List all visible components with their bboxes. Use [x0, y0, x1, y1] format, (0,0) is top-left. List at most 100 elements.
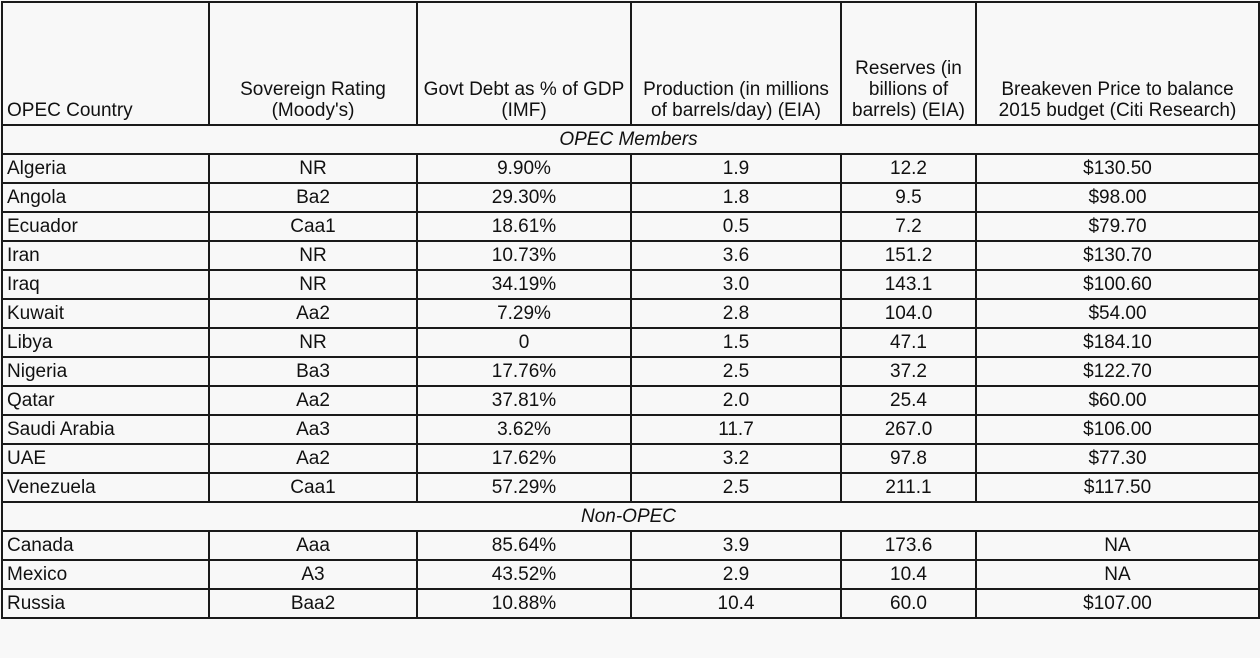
cell-reserves: 47.1 [840, 327, 977, 358]
cell-breakeven-price: $54.00 [975, 298, 1260, 329]
cell-country: Mexico [1, 559, 210, 590]
cell-reserves: 25.4 [840, 385, 977, 416]
cell-sovereign-rating: Baa2 [208, 588, 418, 619]
cell-sovereign-rating: Aa3 [208, 414, 418, 445]
cell-govt-debt: 10.73% [416, 240, 632, 271]
table-row: Iran NR 10.73% 3.6 151.2 $130.70 [1, 240, 1260, 271]
cell-govt-debt: 17.76% [416, 356, 632, 387]
cell-breakeven-price: $184.10 [975, 327, 1260, 358]
cell-govt-debt: 10.88% [416, 588, 632, 619]
header-production: Production (in millions of barrels/day) … [630, 1, 842, 126]
section-label: OPEC Members [1, 124, 1260, 155]
cell-govt-debt: 17.62% [416, 443, 632, 474]
table-row: Algeria NR 9.90% 1.9 12.2 $130.50 [1, 153, 1260, 184]
cell-country: Iran [1, 240, 210, 271]
cell-reserves: 7.2 [840, 211, 977, 242]
table-row: Saudi Arabia Aa3 3.62% 11.7 267.0 $106.00 [1, 414, 1260, 445]
cell-production: 3.6 [630, 240, 842, 271]
cell-country: Libya [1, 327, 210, 358]
cell-country: Nigeria [1, 356, 210, 387]
section-label: Non-OPEC [1, 501, 1260, 532]
table-row: Russia Baa2 10.88% 10.4 60.0 $107.00 [1, 588, 1260, 619]
cell-production: 0.5 [630, 211, 842, 242]
cell-reserves: 10.4 [840, 559, 977, 590]
table-row: Ecuador Caa1 18.61% 0.5 7.2 $79.70 [1, 211, 1260, 242]
cell-sovereign-rating: NR [208, 240, 418, 271]
cell-breakeven-price: $100.60 [975, 269, 1260, 300]
cell-reserves: 60.0 [840, 588, 977, 619]
cell-breakeven-price: $106.00 [975, 414, 1260, 445]
header-reserves: Reserves (in billions of barrels) (EIA) [840, 1, 977, 126]
cell-reserves: 267.0 [840, 414, 977, 445]
cell-reserves: 37.2 [840, 356, 977, 387]
cell-production: 11.7 [630, 414, 842, 445]
cell-production: 10.4 [630, 588, 842, 619]
cell-production: 2.5 [630, 356, 842, 387]
table-row: Angola Ba2 29.30% 1.8 9.5 $98.00 [1, 182, 1260, 213]
cell-breakeven-price: $117.50 [975, 472, 1260, 503]
cell-sovereign-rating: Ba2 [208, 182, 418, 213]
cell-govt-debt: 9.90% [416, 153, 632, 184]
cell-sovereign-rating: NR [208, 153, 418, 184]
cell-country: Qatar [1, 385, 210, 416]
cell-production: 2.5 [630, 472, 842, 503]
opec-data-table: OPEC Country Sovereign Rating (Moody's) … [1, 1, 1260, 619]
cell-govt-debt: 34.19% [416, 269, 632, 300]
cell-govt-debt: 37.81% [416, 385, 632, 416]
cell-sovereign-rating: Aa2 [208, 385, 418, 416]
cell-production: 3.9 [630, 530, 842, 561]
cell-sovereign-rating: Aa2 [208, 298, 418, 329]
cell-reserves: 143.1 [840, 269, 977, 300]
header-govt-debt: Govt Debt as % of GDP (IMF) [416, 1, 632, 126]
table-row: Iraq NR 34.19% 3.0 143.1 $100.60 [1, 269, 1260, 300]
cell-production: 2.8 [630, 298, 842, 329]
cell-govt-debt: 18.61% [416, 211, 632, 242]
cell-production: 1.9 [630, 153, 842, 184]
table-row: UAE Aa2 17.62% 3.2 97.8 $77.30 [1, 443, 1260, 474]
cell-reserves: 97.8 [840, 443, 977, 474]
cell-country: Kuwait [1, 298, 210, 329]
header-country: OPEC Country [1, 1, 210, 126]
cell-sovereign-rating: NR [208, 269, 418, 300]
cell-breakeven-price: $107.00 [975, 588, 1260, 619]
cell-sovereign-rating: Caa1 [208, 472, 418, 503]
cell-govt-debt: 29.30% [416, 182, 632, 213]
cell-breakeven-price: $60.00 [975, 385, 1260, 416]
cell-breakeven-price: NA [975, 559, 1260, 590]
cell-reserves: 151.2 [840, 240, 977, 271]
cell-production: 3.0 [630, 269, 842, 300]
cell-govt-debt: 3.62% [416, 414, 632, 445]
cell-breakeven-price: $130.70 [975, 240, 1260, 271]
table-row: Kuwait Aa2 7.29% 2.8 104.0 $54.00 [1, 298, 1260, 329]
section-row: Non-OPEC [1, 501, 1260, 532]
table-row: Mexico A3 43.52% 2.9 10.4 NA [1, 559, 1260, 590]
cell-sovereign-rating: Aaa [208, 530, 418, 561]
cell-govt-debt: 43.52% [416, 559, 632, 590]
table-row: Libya NR 0 1.5 47.1 $184.10 [1, 327, 1260, 358]
cell-reserves: 173.6 [840, 530, 977, 561]
cell-breakeven-price: $122.70 [975, 356, 1260, 387]
header-row: OPEC Country Sovereign Rating (Moody's) … [1, 1, 1260, 126]
cell-reserves: 12.2 [840, 153, 977, 184]
table-row: Canada Aaa 85.64% 3.9 173.6 NA [1, 530, 1260, 561]
cell-reserves: 211.1 [840, 472, 977, 503]
cell-breakeven-price: $98.00 [975, 182, 1260, 213]
cell-sovereign-rating: Caa1 [208, 211, 418, 242]
header-sovereign-rating: Sovereign Rating (Moody's) [208, 1, 418, 126]
cell-govt-debt: 85.64% [416, 530, 632, 561]
cell-country: Algeria [1, 153, 210, 184]
cell-sovereign-rating: A3 [208, 559, 418, 590]
cell-sovereign-rating: Aa2 [208, 443, 418, 474]
cell-sovereign-rating: Ba3 [208, 356, 418, 387]
cell-reserves: 104.0 [840, 298, 977, 329]
cell-production: 2.0 [630, 385, 842, 416]
cell-country: Venezuela [1, 472, 210, 503]
cell-production: 2.9 [630, 559, 842, 590]
cell-breakeven-price: $79.70 [975, 211, 1260, 242]
cell-sovereign-rating: NR [208, 327, 418, 358]
cell-country: Angola [1, 182, 210, 213]
cell-govt-debt: 57.29% [416, 472, 632, 503]
cell-country: Canada [1, 530, 210, 561]
table-row: Venezuela Caa1 57.29% 2.5 211.1 $117.50 [1, 472, 1260, 503]
cell-country: UAE [1, 443, 210, 474]
